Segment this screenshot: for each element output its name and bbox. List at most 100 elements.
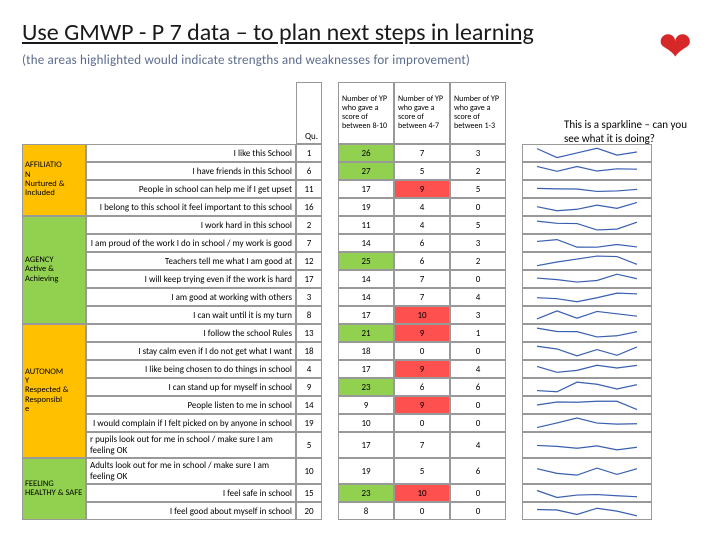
score-cell: 0 [394,342,450,360]
score-cell: 2 [450,162,506,180]
score-cell: 7 [394,432,450,458]
score-cell: 23 [338,378,394,396]
score-cell: 19 [338,458,394,484]
col-header: Number of YP who gave a score of between… [450,82,506,144]
score-cell: 5 [450,216,506,234]
question-text: Teachers tell me what I am good at [86,252,296,270]
question-number: 16 [296,198,322,216]
score-cell: 26 [338,144,394,162]
sparkline-cell [522,180,652,198]
question-text: r pupils look out for me in school / mak… [86,432,296,458]
question-number: 8 [296,306,322,324]
question-text: I am good at working with others [86,288,296,306]
sparkline-cell [522,234,652,252]
sparkline-cell [522,270,652,288]
question-number: 5 [296,432,322,458]
sparkline-cell [522,342,652,360]
sparkline-cell [522,502,652,520]
question-number: 9 [296,378,322,396]
score-cell: 19 [338,198,394,216]
score-cell: 7 [394,144,450,162]
score-cell: 17 [338,180,394,198]
question-number: 20 [296,502,322,520]
question-text: I feel safe in school [86,484,296,502]
question-text: I am proud of the work I do in school / … [86,234,296,252]
sparkline-cell [522,396,652,414]
sparkline-cell [522,252,652,270]
score-cell: 6 [394,378,450,396]
qu-header: Qu. [296,82,322,144]
score-cell: 14 [338,270,394,288]
question-text: I will keep trying even if the work is h… [86,270,296,288]
question-number: 19 [296,414,322,432]
question-text: I would complain if I felt picked on by … [86,414,296,432]
sparkline-cell [522,306,652,324]
sparkline-cell [522,414,652,432]
score-cell: 0 [450,414,506,432]
question-text: People listen to me in school [86,396,296,414]
question-text: I work hard in this school [86,216,296,234]
score-cell: 0 [450,396,506,414]
score-cell: 6 [394,252,450,270]
category-label: FEELING HEALTHY & SAFE [22,458,86,520]
score-cell: 0 [450,270,506,288]
score-cell: 6 [450,458,506,484]
category-label: AFFILIATIO N Nurtured & Included [22,144,86,216]
question-text: I can stand up for myself in school [86,378,296,396]
score-cell: 6 [394,234,450,252]
question-number: 10 [296,458,322,484]
score-cell: 17 [338,360,394,378]
sparkline-cell [522,432,652,458]
question-number: 3 [296,288,322,306]
sparkline-cell [522,162,652,180]
score-cell: 2 [450,252,506,270]
score-cell: 10 [394,306,450,324]
question-number: 11 [296,180,322,198]
sparkline-cell [522,360,652,378]
score-cell: 4 [450,432,506,458]
score-cell: 8 [338,502,394,520]
question-number: 13 [296,324,322,342]
score-cell: 17 [338,306,394,324]
sparkline-cell [522,324,652,342]
question-text: I feel good about myself in school [86,502,296,520]
score-cell: 27 [338,162,394,180]
score-cell: 7 [394,288,450,306]
sparkline-cell [522,378,652,396]
data-grid: Qu. Number of YP who gave a score of betw… [22,82,698,520]
score-cell: 0 [394,502,450,520]
score-cell: 4 [450,288,506,306]
score-cell: 9 [394,180,450,198]
score-cell: 0 [450,502,506,520]
score-cell: 3 [450,144,506,162]
score-cell: 5 [394,458,450,484]
question-text: I belong to this school it feel importan… [86,198,296,216]
page-subtitle: (the areas highlighted would indicate st… [22,53,698,68]
question-number: 17 [296,270,322,288]
score-cell: 0 [450,198,506,216]
sparkline-cell [522,458,652,484]
question-text: I like this School [86,144,296,162]
question-number: 7 [296,234,322,252]
question-number: 12 [296,252,322,270]
score-cell: 0 [450,342,506,360]
sparkline-cell [522,484,652,502]
question-number: 14 [296,396,322,414]
score-cell: 7 [394,270,450,288]
question-number: 4 [296,360,322,378]
score-cell: 4 [394,216,450,234]
score-cell: 21 [338,324,394,342]
sparkline-note: This is a sparkline – can you see what i… [564,118,694,147]
score-cell: 1 [450,324,506,342]
score-cell: 3 [450,234,506,252]
page-title: Use GMWP - P 7 data – to plan next steps… [22,18,698,47]
score-cell: 23 [338,484,394,502]
score-cell: 9 [394,360,450,378]
score-cell: 10 [338,414,394,432]
score-cell: 17 [338,432,394,458]
question-number: 2 [296,216,322,234]
question-number: 6 [296,162,322,180]
score-cell: 9 [394,324,450,342]
score-cell: 3 [450,306,506,324]
score-cell: 9 [394,396,450,414]
